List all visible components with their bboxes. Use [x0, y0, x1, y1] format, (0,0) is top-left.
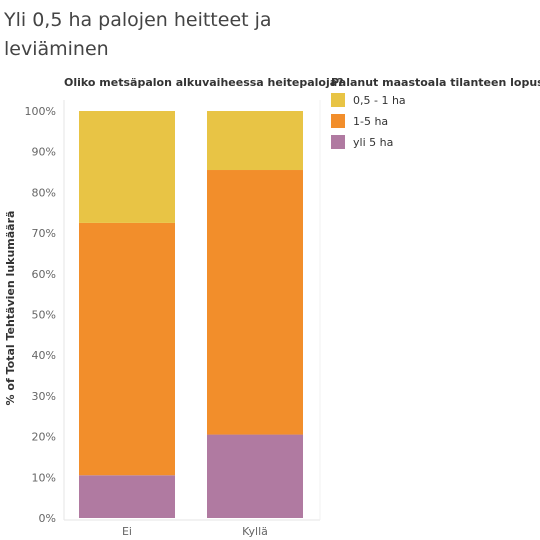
chart-title: Yli 0,5 ha palojen heitteet ja leviämine…: [4, 9, 272, 60]
bar-segment[interactable]: [207, 111, 303, 171]
y-tick-label: 60%: [32, 268, 56, 281]
legend-label: 0,5 - 1 ha: [353, 93, 406, 107]
y-tick-label: 50%: [32, 309, 56, 322]
bars: [79, 111, 303, 518]
legend-swatch: [331, 135, 345, 149]
y-tick-label: 100%: [25, 105, 56, 118]
legend-label: 1-5 ha: [353, 114, 389, 128]
legend-label: yli 5 ha: [353, 135, 394, 149]
y-tick-label: 10%: [32, 471, 56, 484]
y-tick-label: 70%: [32, 227, 56, 240]
y-tick-label: 80%: [32, 186, 56, 199]
y-axis-title: % of Total Tehtävien lukumäärä: [4, 211, 17, 406]
legend-title: Palanut maastoala tilanteen lopussa: [331, 76, 540, 89]
legend: Palanut maastoala tilanteen lopussa 0,5 …: [331, 76, 540, 152]
bar-segment[interactable]: [79, 111, 175, 223]
bar-segment[interactable]: [207, 170, 303, 435]
legend-item-0-5-1-ha[interactable]: 0,5 - 1 ha: [331, 90, 539, 110]
y-tick-label: 90%: [32, 146, 56, 159]
legend-item-yli-5-ha[interactable]: yli 5 ha: [331, 132, 539, 152]
y-axis-ticks: 0% 10% 20% 30% 40% 50% 60% 70% 80% 90% 100%: [25, 105, 56, 525]
bar-segment[interactable]: [207, 434, 303, 518]
y-tick-label: 0%: [39, 512, 56, 525]
x-tick-label: Kyllä: [242, 525, 268, 538]
bar-segment[interactable]: [79, 222, 175, 476]
legend-swatch: [331, 93, 345, 107]
legend-item-1-5-ha[interactable]: 1-5 ha: [331, 111, 539, 131]
y-tick-label: 40%: [32, 349, 56, 362]
legend-swatch: [331, 114, 345, 128]
column-header: Oliko metsäpalon alkuvaiheessa heitepalo…: [64, 76, 344, 89]
x-tick-label: Ei: [122, 525, 132, 538]
bar-segment[interactable]: [79, 475, 175, 518]
y-tick-label: 20%: [32, 431, 56, 444]
y-tick-label: 30%: [32, 390, 56, 403]
x-axis-ticks: Ei Kyllä: [122, 525, 268, 538]
